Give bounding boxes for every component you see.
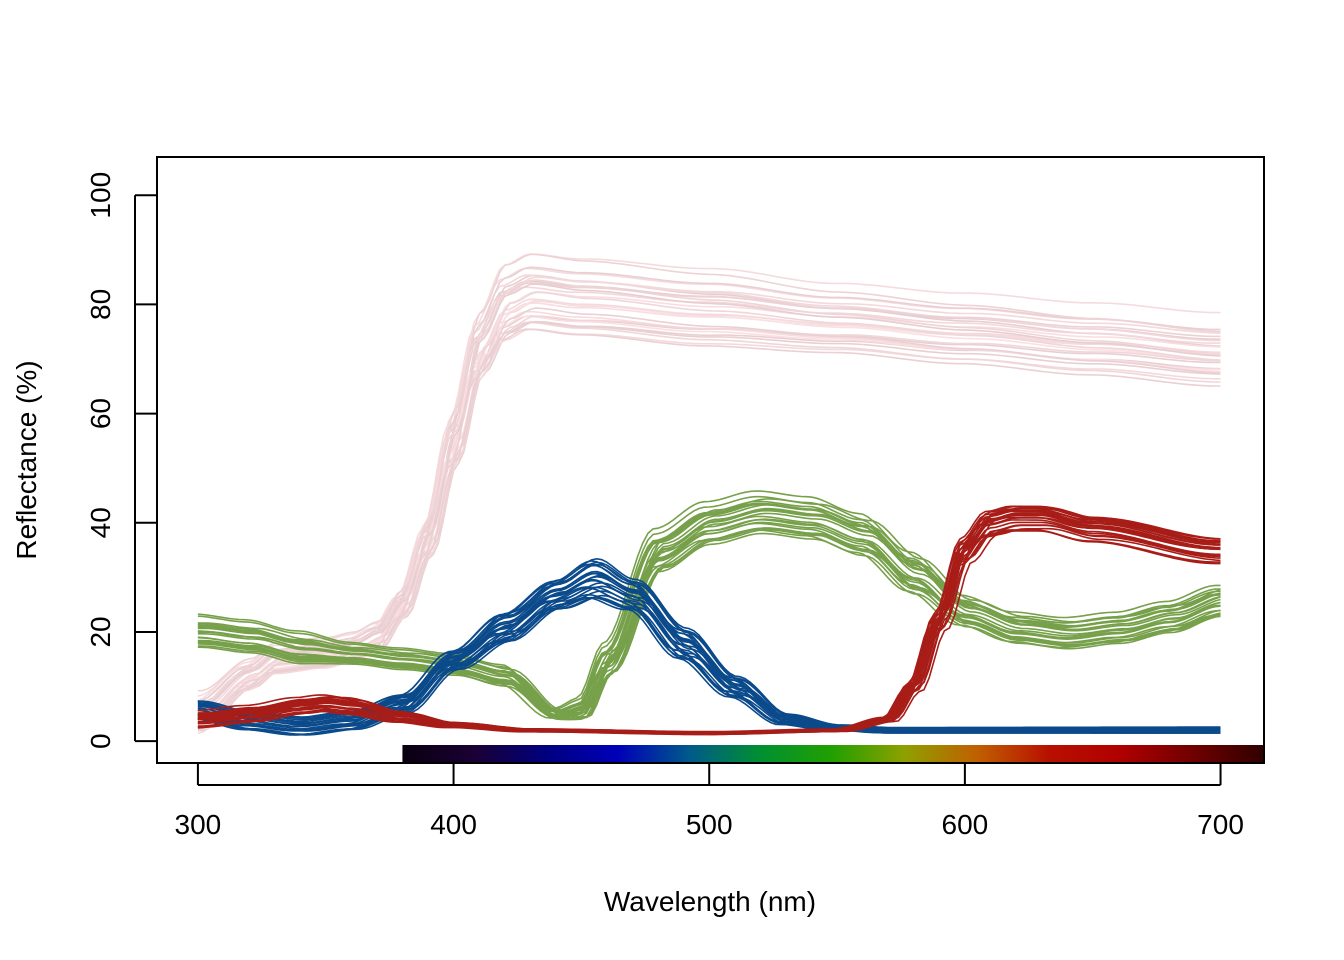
spectrum-curve — [197, 283, 1221, 707]
x-tick-label: 300 — [175, 809, 222, 840]
y-tick-label: 100 — [85, 172, 116, 219]
y-tick-label: 0 — [85, 733, 116, 749]
spectrum-curve — [197, 266, 1221, 702]
spectrum-curve — [197, 253, 1221, 692]
y-axis-title: Reflectance (%) — [11, 360, 42, 559]
spectrum-curve — [197, 274, 1221, 705]
spectrum-curve — [197, 593, 1221, 736]
spectrum-curve — [197, 521, 1221, 718]
spectrum-curve — [197, 528, 1221, 721]
x-axis: 300 400 500 600 700 — [175, 763, 1244, 840]
spectrum-curve — [197, 490, 1221, 710]
spectrum-curve — [197, 291, 1221, 713]
spectrum-curve — [197, 502, 1221, 713]
spectrum-curve — [197, 528, 1221, 719]
x-tick-label: 500 — [686, 809, 733, 840]
spectrum-curve — [197, 274, 1221, 704]
spectrum-curve — [197, 527, 1221, 720]
x-tick-label: 600 — [942, 809, 989, 840]
y-tick-label: 20 — [85, 616, 116, 647]
spectrum-curve — [197, 527, 1221, 736]
spectrum-gradient-bar — [402, 745, 1264, 763]
spectrum-curve — [197, 561, 1221, 729]
visible-spectrum-bar — [402, 745, 1264, 763]
y-tick-label: 60 — [85, 398, 116, 429]
x-tick-label: 700 — [1197, 809, 1244, 840]
spectrum-curve — [197, 596, 1221, 735]
spectrum-curve — [197, 512, 1221, 715]
y-tick-label: 80 — [85, 289, 116, 320]
y-axis: 0 20 40 60 80 100 — [85, 172, 157, 749]
spectrum-curve — [197, 513, 1221, 734]
spectrum-curve — [197, 500, 1221, 713]
spectrum-curve — [197, 498, 1221, 711]
spectrum-curve — [197, 281, 1221, 712]
plot-frame — [156, 156, 1265, 764]
x-tick-label: 400 — [430, 809, 477, 840]
spectrum-curve — [197, 522, 1221, 718]
y-tick-label: 40 — [85, 507, 116, 538]
spectrum-curve — [197, 518, 1221, 717]
spectral-curves — [197, 253, 1221, 736]
x-axis-title: Wavelength (nm) — [604, 886, 816, 917]
